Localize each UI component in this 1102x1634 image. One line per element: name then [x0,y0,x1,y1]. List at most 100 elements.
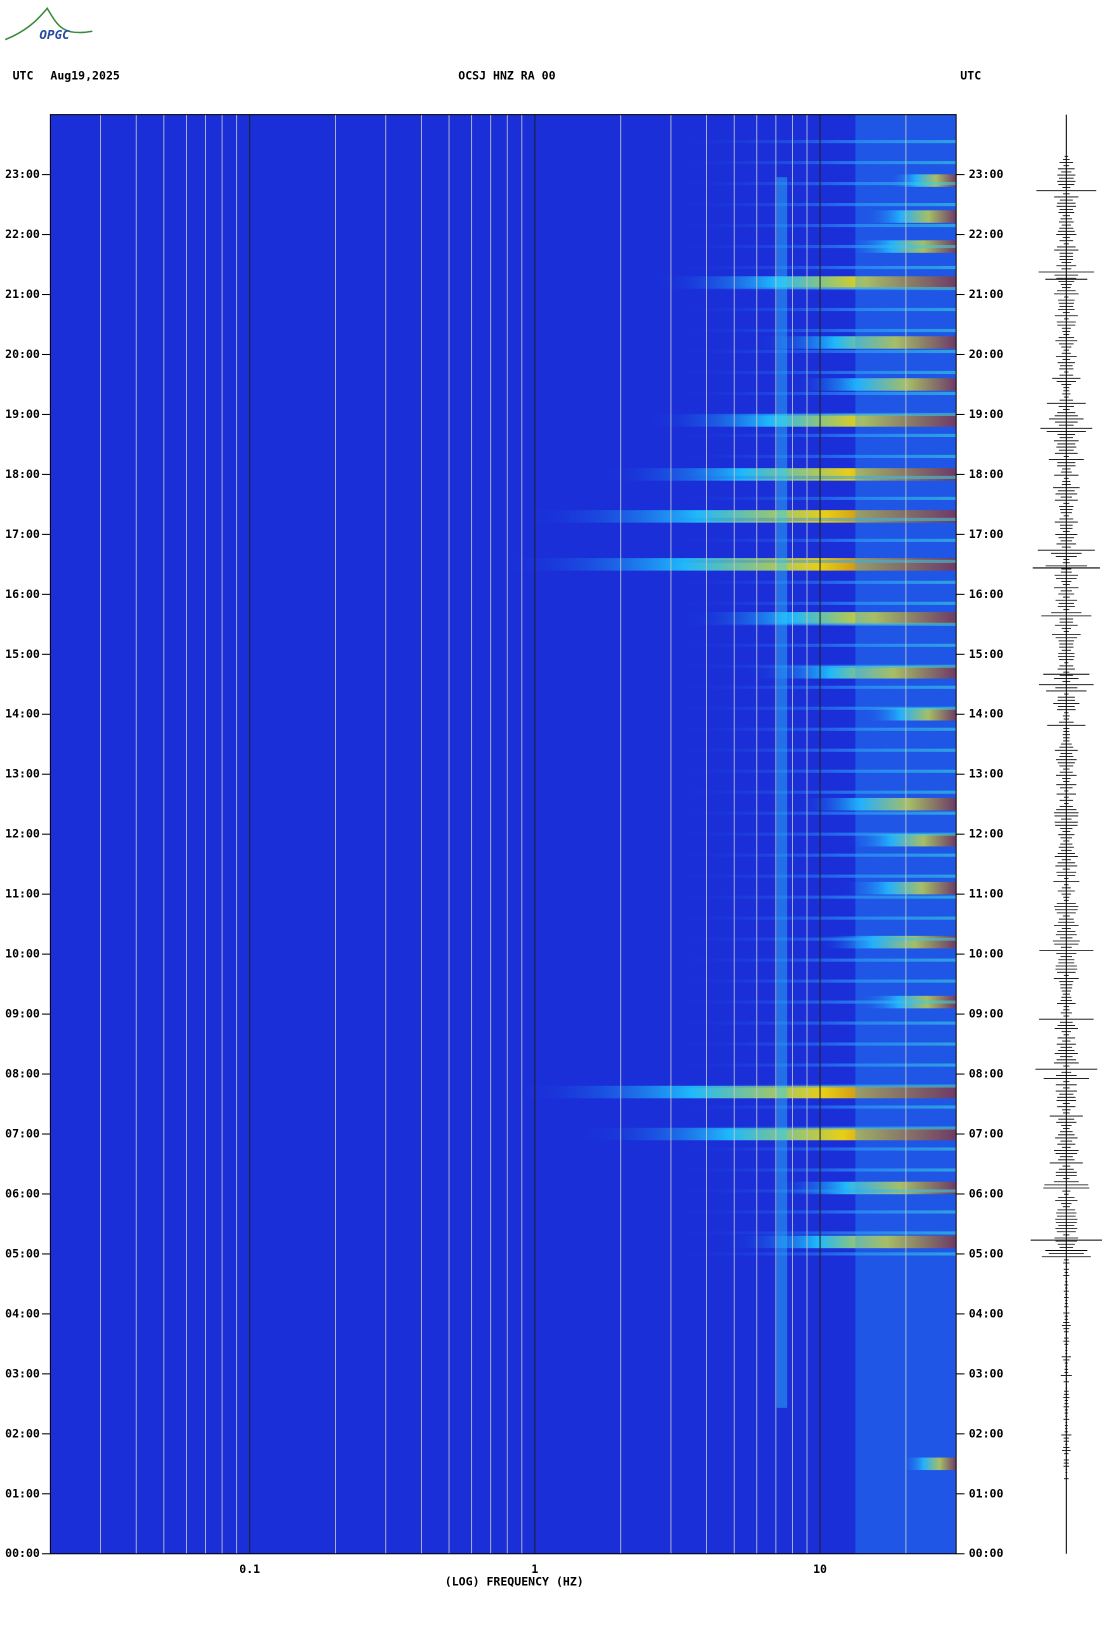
noise-band [671,790,957,794]
energy-band [846,833,957,847]
noise-band [671,643,957,647]
noise-band [671,937,957,941]
noise-band [671,958,957,962]
noise-band [671,244,957,249]
noise-band [671,601,957,605]
noise-band [671,161,957,165]
y-tick-label: 18:00 [969,467,1004,481]
noise-band [671,496,957,500]
x-tick-label: 10 [813,1562,827,1576]
y-tick-label: 14:00 [969,707,1004,721]
noise-band [671,769,957,773]
noise-band [671,1084,957,1088]
x-tick-label: 1 [531,1562,538,1576]
y-tick-label: 07:00 [5,1127,40,1141]
noise-band [671,685,957,689]
y-tick-label: 09:00 [5,1007,40,1021]
x-tick-label: 0.1 [239,1562,260,1576]
y-tick-label: 03:00 [969,1366,1004,1380]
plot-area [50,114,957,1554]
y-tick-label: 07:00 [969,1127,1004,1141]
y-tick-label: 10:00 [969,947,1004,961]
noise-band [671,349,957,354]
noise-band [671,1126,957,1130]
y-tick-label: 08:00 [5,1067,40,1081]
y-tick-label: 17:00 [5,527,40,541]
y-tick-label: 03:00 [5,1366,40,1380]
energy-band [863,210,957,223]
date: Aug19,2025 [50,69,120,83]
noise-band [671,811,957,815]
noise-band [671,1147,957,1151]
noise-band [671,286,957,291]
noise-band [671,517,957,521]
y-tick-label: 12:00 [5,827,40,841]
energy-band [515,1085,957,1099]
noise-band [671,748,957,752]
noise-band [671,307,957,312]
noise-band [671,370,957,375]
y-tick-label: 01:00 [969,1486,1004,1500]
y-tick-label: 21:00 [969,287,1004,301]
y-tick-label: 23:00 [5,167,40,181]
noise-band [671,328,957,333]
noise-band [671,979,957,983]
y-tick-label: 01:00 [5,1486,40,1500]
noise-band [671,664,957,668]
noise-band [671,580,957,584]
x-axis-label: (LOG) FREQUENCY (HZ) [445,1574,584,1588]
time-zone: UTC [13,69,34,83]
noise-band [671,895,957,899]
noise-band [671,1189,957,1193]
noise-band [671,203,957,207]
y-tick-label: 02:00 [5,1426,40,1440]
noise-band [671,727,957,731]
noise-band [671,538,957,542]
y-tick-label: 19:00 [5,407,40,421]
y-tick-label: 05:00 [5,1246,40,1260]
y-tick-label: 15:00 [969,647,1004,661]
energy-band [792,378,957,391]
energy-band [842,881,957,895]
y-tick-label: 02:00 [969,1426,1004,1440]
logo: OPGC [39,27,70,42]
energy-band [796,797,957,811]
noise-band [671,1210,957,1214]
y-tick-label: 09:00 [969,1007,1004,1021]
y-tick-label: 23:00 [969,167,1004,181]
y-tick-label: 00:00 [969,1546,1004,1560]
noise-band [671,140,957,144]
noise-band [671,559,957,563]
y-tick-label: 11:00 [969,887,1004,901]
noise-band [671,454,957,458]
y-tick-label: 10:00 [5,947,40,961]
y-tick-label: 17:00 [969,527,1004,541]
y-tick-label: 00:00 [5,1546,40,1560]
y-tick-label: 06:00 [969,1187,1004,1201]
noise-band [671,1063,957,1067]
noise-band [671,1042,957,1046]
noise-band [671,622,957,626]
noise-band [671,1021,957,1025]
plot-frame [49,114,957,1555]
noise-band [671,874,957,878]
noise-band [671,182,957,186]
time-zone: UTC [960,69,981,83]
noise-band [671,265,957,270]
y-tick-label: 04:00 [5,1306,40,1320]
energy-band [653,276,957,289]
noise-band [671,1231,957,1235]
energy-band [645,414,957,427]
noise-band [671,853,957,857]
noise-column [776,177,788,1408]
y-tick-label: 04:00 [969,1306,1004,1320]
y-tick-label: 11:00 [5,887,40,901]
y-tick-label: 18:00 [5,467,40,481]
y-tick-label: 19:00 [969,407,1004,421]
logo-curve [4,6,93,41]
energy-band [901,1457,957,1471]
y-tick-label: 22:00 [5,227,40,241]
y-tick-label: 20:00 [5,347,40,361]
noise-band [671,475,957,479]
